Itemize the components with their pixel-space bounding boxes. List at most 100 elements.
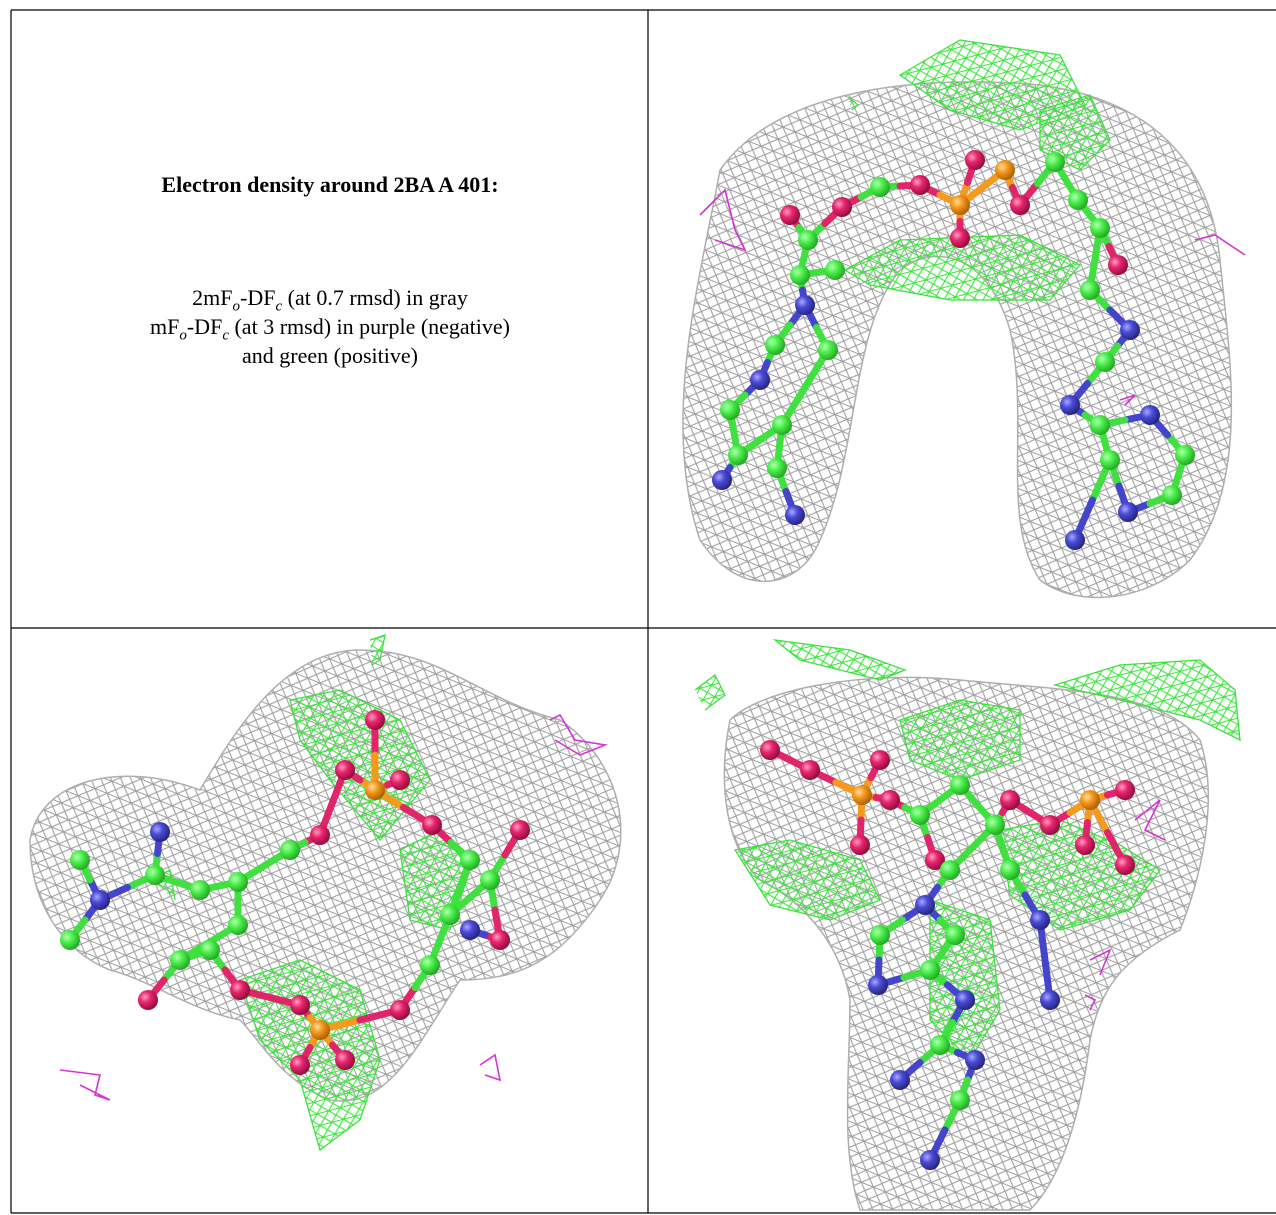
purple-mesh (1084, 994, 1097, 1011)
atom (390, 770, 410, 790)
green-mesh (847, 96, 860, 111)
atom (190, 880, 210, 900)
text: mF (150, 314, 180, 339)
atom (1000, 790, 1020, 810)
purple-mesh (699, 188, 747, 252)
purple-mesh (1119, 394, 1136, 406)
atom (70, 850, 90, 870)
text: (at 3 rmsd) in purple (negative) (228, 314, 510, 339)
atom (138, 990, 158, 1010)
atom (1118, 502, 1138, 522)
atom (870, 177, 890, 197)
atom (1080, 280, 1100, 300)
atom (852, 785, 872, 805)
green-mesh (899, 699, 1021, 781)
density-panel (29, 634, 622, 1152)
atom (785, 505, 805, 525)
atom (150, 822, 170, 842)
atom (712, 470, 732, 490)
atom (228, 872, 248, 892)
atom (170, 950, 190, 970)
green-mesh (999, 819, 1161, 931)
atom (720, 400, 740, 420)
atom (985, 815, 1005, 835)
atom (90, 890, 110, 910)
atom (915, 895, 935, 915)
atom (1068, 190, 1088, 210)
atom (145, 865, 165, 885)
atom (1090, 415, 1110, 435)
atom (335, 1050, 355, 1070)
atom (1060, 395, 1080, 415)
atom (1115, 855, 1135, 875)
atom (1065, 530, 1085, 550)
atom (728, 445, 748, 465)
atom (930, 1035, 950, 1055)
atom (920, 1150, 940, 1170)
atom (880, 790, 900, 810)
atom (1095, 352, 1115, 372)
atom (818, 340, 838, 360)
atom (228, 915, 248, 935)
atom (480, 870, 500, 890)
text: -DF (186, 314, 223, 339)
atom (310, 825, 330, 845)
atom (965, 150, 985, 170)
atom (832, 197, 852, 217)
atom (950, 775, 970, 795)
atom (950, 228, 970, 248)
purple-mesh (1194, 234, 1246, 256)
subscript: o (179, 327, 187, 344)
green-mesh (369, 634, 386, 666)
atom (780, 205, 800, 225)
atom (772, 415, 792, 435)
subscript: c (222, 327, 229, 344)
atom (870, 925, 890, 945)
atom (910, 805, 930, 825)
atom (365, 780, 385, 800)
atom (850, 835, 870, 855)
atom (765, 335, 785, 355)
atom (795, 295, 815, 315)
purple-mesh (1134, 799, 1166, 841)
atom (870, 750, 890, 770)
atom (800, 760, 820, 780)
atom (750, 370, 770, 390)
legend-line: and green (positive) (12, 341, 648, 370)
atom (310, 1020, 330, 1040)
purple-mesh (1089, 948, 1112, 976)
green-mesh (772, 639, 907, 681)
atom (1175, 445, 1195, 465)
atom (950, 195, 970, 215)
atom (798, 230, 818, 250)
atom (790, 265, 810, 285)
legend-line: mFo-DFc (at 3 rmsd) in purple (negative) (12, 312, 648, 344)
atom (420, 955, 440, 975)
purple-mesh (479, 1053, 502, 1082)
text: and green (positive) (242, 343, 418, 368)
legend-line: 2mFo-DFc (at 0.7 rmsd) in gray (12, 283, 648, 314)
atom (422, 815, 442, 835)
atom (460, 850, 480, 870)
atom (950, 1090, 970, 1110)
atom (1030, 910, 1050, 930)
atom (945, 925, 965, 945)
atom (1080, 790, 1100, 810)
text: (at 0.7 rmsd) in gray (282, 285, 468, 310)
atom (390, 1000, 410, 1020)
density-panel (682, 39, 1246, 599)
panels (29, 39, 1246, 1211)
purple-mesh (549, 713, 608, 756)
atom (335, 760, 355, 780)
atom (490, 930, 510, 950)
atom (965, 1050, 985, 1070)
table-borders (10, 9, 1276, 1214)
atom (825, 260, 845, 280)
density-panel (694, 639, 1241, 1211)
atom (1010, 195, 1030, 215)
atom (1100, 450, 1120, 470)
green-mesh (843, 234, 1082, 301)
atom (955, 990, 975, 1010)
